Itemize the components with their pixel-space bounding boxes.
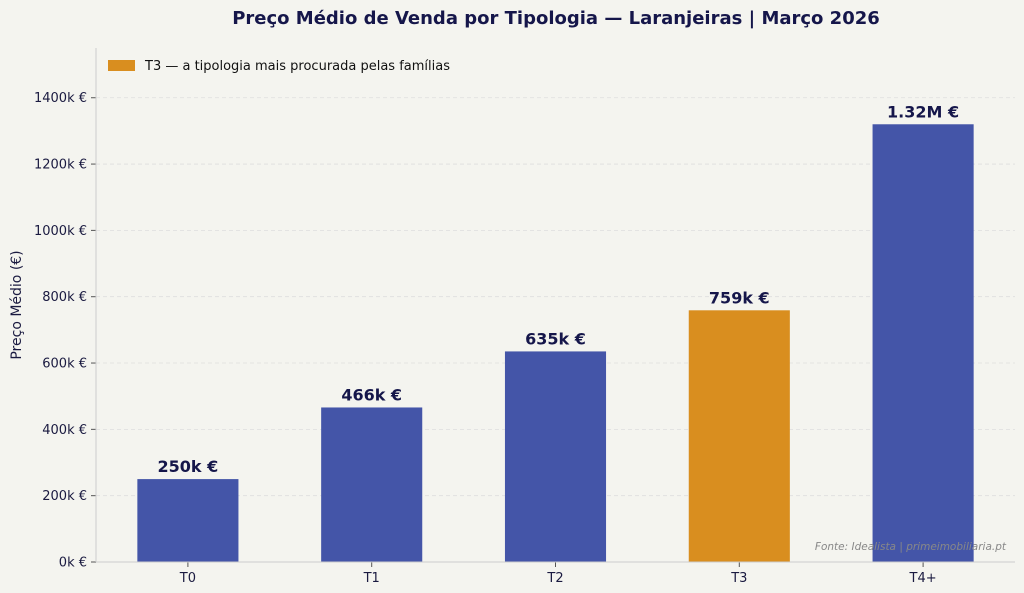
bar-t2 [504, 351, 607, 562]
y-tick-label: 400k € [42, 423, 87, 438]
data-label: 759k € [709, 288, 770, 307]
bar-t1 [321, 407, 423, 562]
legend-label: T3 — a tipologia mais procurada pelas fa… [144, 59, 450, 74]
data-label: 250k € [158, 457, 219, 476]
x-tick-label: T2 [546, 571, 563, 586]
source-note: Fonte: Idealista | primeimobiliaria.pt [815, 541, 1007, 553]
bar-t0 [137, 479, 239, 562]
legend-swatch [108, 60, 135, 71]
x-tick-label: T4+ [909, 571, 937, 586]
y-tick-label: 0k € [59, 556, 87, 571]
x-tick-label: T3 [730, 571, 747, 586]
x-tick-label: T1 [363, 571, 380, 586]
y-tick-label: 600k € [42, 357, 87, 372]
bar-t3 [688, 310, 790, 562]
y-tick-label: 200k € [42, 489, 87, 504]
x-tick-label: T0 [179, 571, 196, 586]
chart-title: Preço Médio de Venda por Tipologia — Lar… [232, 8, 880, 29]
y-tick-label: 1200k € [34, 158, 87, 173]
legend: T3 — a tipologia mais procurada pelas fa… [108, 59, 450, 74]
y-tick-label: 800k € [42, 290, 87, 305]
data-label: 1.32M € [887, 102, 959, 121]
y-axis-label: Preço Médio (€) [9, 250, 25, 359]
y-tick-label: 1400k € [34, 91, 87, 106]
data-label: 635k € [525, 329, 586, 348]
bar-t4plus [872, 124, 974, 562]
data-label: 466k € [341, 385, 402, 404]
y-tick-label: 1000k € [34, 224, 87, 239]
